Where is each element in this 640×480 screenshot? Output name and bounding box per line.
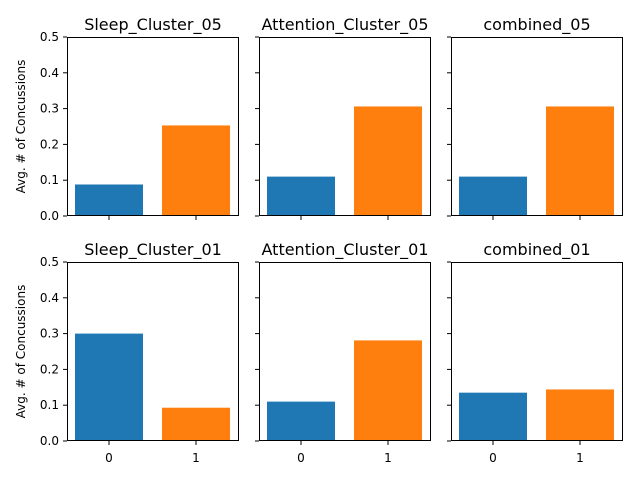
bar-0 (459, 392, 527, 441)
bar-0 (459, 176, 527, 216)
axes-frame (451, 262, 623, 441)
bar-1 (546, 389, 614, 441)
bar-1 (162, 125, 230, 216)
bar-1 (354, 106, 422, 216)
y-tick-label: 0.2 (40, 362, 59, 376)
subplot-title: Attention_Cluster_05 (262, 15, 429, 35)
y-tick-label: 0.4 (40, 291, 59, 305)
subplot-3: combined_05 (447, 15, 623, 220)
subplot-4: Sleep_Cluster_01 0.0 0.1 0.2 0.3 0.4 0.5 0 1 Avg.… (14, 240, 239, 465)
bar-1 (354, 340, 422, 441)
x-tick-label: 0 (489, 451, 497, 465)
subplot-title: combined_01 (483, 240, 590, 260)
subplot-title: Attention_Cluster_01 (262, 240, 429, 260)
y-tick-label: 0.4 (40, 66, 59, 80)
axes-frame (259, 37, 431, 216)
y-tick-label: 0.5 (40, 30, 59, 44)
x-tick-label: 0 (297, 451, 305, 465)
y-tick-label: 0.2 (40, 137, 59, 151)
x-tick-label: 1 (384, 451, 392, 465)
y-axis-label: Avg. # of Concussions (14, 285, 28, 419)
y-tick-label: 0.3 (40, 102, 59, 116)
subplot-2: Attention_Cluster_05 (255, 15, 431, 220)
axes-frame (67, 262, 239, 441)
subplot-5: Attention_Cluster_01 0 1 (255, 240, 431, 465)
x-tick-label: 1 (576, 451, 584, 465)
subplot-6: combined_01 0 1 (447, 240, 623, 465)
y-tick-label: 0.0 (40, 209, 59, 223)
y-tick-label: 0.0 (40, 434, 59, 448)
bar-0 (75, 184, 143, 216)
bar-0 (75, 333, 143, 441)
subplot-title: Sleep_Cluster_01 (84, 240, 222, 260)
axes-frame (259, 262, 431, 441)
subplot-title: Sleep_Cluster_05 (84, 15, 222, 35)
bar-0 (267, 401, 335, 441)
x-tick-label: 0 (105, 451, 113, 465)
y-tick-label: 0.5 (40, 255, 59, 269)
subplot-title: combined_05 (483, 15, 590, 35)
bar-1 (162, 407, 230, 441)
x-tick-label: 1 (192, 451, 200, 465)
y-tick-label: 0.3 (40, 327, 59, 341)
y-tick-label: 0.1 (40, 173, 59, 187)
subplot-1: Sleep_Cluster_05 0.0 0.1 0.2 0.3 0.4 0.5 Avg. #… (14, 15, 239, 223)
y-axis-label: Avg. # of Concussions (14, 60, 28, 194)
y-tick-label: 0.1 (40, 398, 59, 412)
axes-frame (67, 37, 239, 216)
bar-0 (267, 176, 335, 216)
axes-frame (451, 37, 623, 216)
bar-1 (546, 106, 614, 216)
